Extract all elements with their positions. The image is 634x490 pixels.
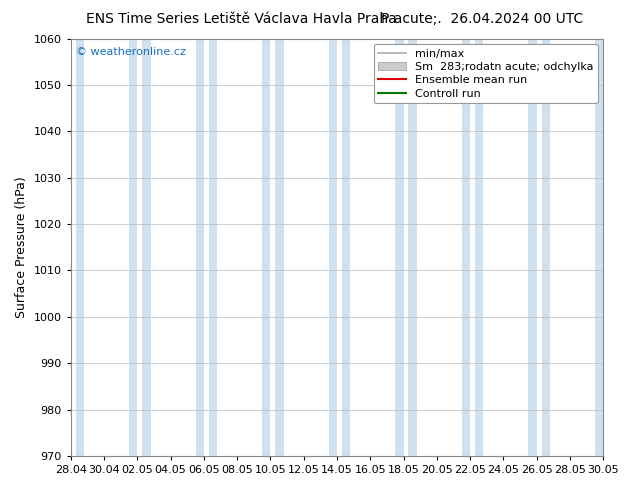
Bar (541, 39, 550, 456)
Bar (262, 39, 270, 456)
Bar (342, 39, 350, 456)
Bar (142, 39, 151, 456)
Bar (608, 39, 616, 456)
Bar (408, 39, 417, 456)
Bar (195, 39, 204, 456)
Legend: min/max, Sm  283;rodatn acute; odchylka, Ensemble mean run, Controll run: min/max, Sm 283;rodatn acute; odchylka, … (373, 44, 598, 103)
Bar (129, 39, 138, 456)
Text: ENS Time Series Letiště Václava Havla Praha: ENS Time Series Letiště Václava Havla Pr… (86, 12, 396, 26)
Bar (62, 39, 71, 456)
Bar (275, 39, 283, 456)
Text: © weatheronline.cz: © weatheronline.cz (76, 47, 186, 57)
Bar (595, 39, 603, 456)
Bar (395, 39, 403, 456)
Bar (328, 39, 337, 456)
Bar (462, 39, 470, 456)
Bar (475, 39, 483, 456)
Bar (528, 39, 536, 456)
Bar (75, 39, 84, 456)
Bar (209, 39, 217, 456)
Text: P acute;.  26.04.2024 00 UTC: P acute;. 26.04.2024 00 UTC (380, 12, 583, 26)
Y-axis label: Surface Pressure (hPa): Surface Pressure (hPa) (15, 176, 28, 318)
